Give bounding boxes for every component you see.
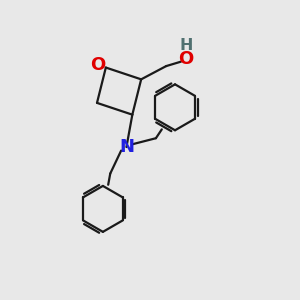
- Text: O: O: [178, 50, 194, 68]
- Text: H: H: [179, 38, 193, 53]
- Text: O: O: [90, 56, 105, 74]
- Text: N: N: [119, 138, 134, 156]
